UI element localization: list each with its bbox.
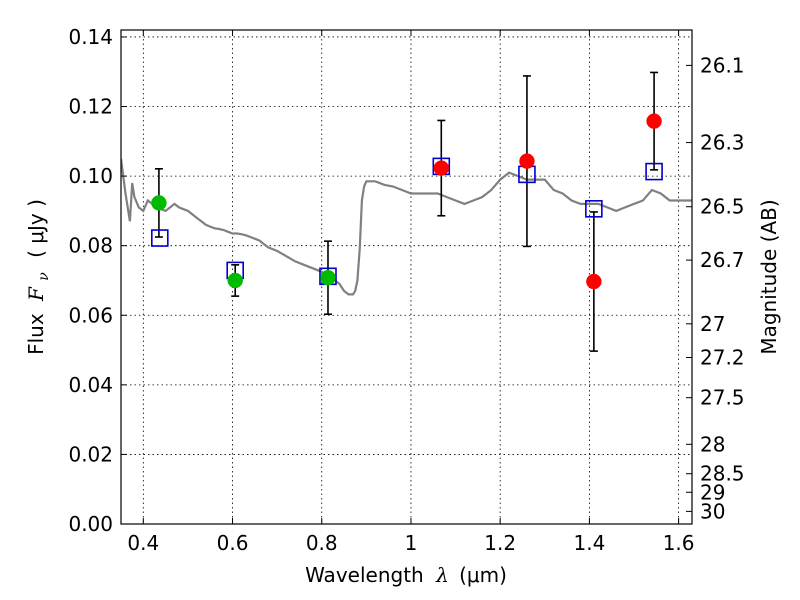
data-point [646,113,662,129]
y2-tick-label: 27.2 [700,345,745,369]
y2-tick-label: 26.5 [700,195,745,219]
model-spectrum-line [121,158,692,296]
y-tick-label: 0.08 [68,234,113,258]
y-tick-label: 0.00 [68,512,113,536]
x-tick-label: 0.8 [306,531,338,555]
y2-tick-label: 26.7 [700,248,745,272]
model-square-point [151,229,169,247]
x-tick-label: 0.4 [127,531,159,555]
y2-axis-label: Magnitude (AB) [757,199,781,354]
data-point [320,269,336,286]
y2-tick-label: 27 [700,312,725,336]
y2-tick-label: 28 [700,432,725,456]
y2-tick-label: 28.5 [700,462,745,486]
x-axis-label: Wavelength λ (μm) [305,563,507,587]
y2-tick-label: 29 [700,480,725,504]
plot-frame [120,29,693,525]
y-axis-unit: ( μJy ) [24,199,48,258]
data-point [519,153,535,169]
model-square-point [645,162,663,181]
data-point [227,272,243,289]
tick-labels: 0.4 0.6 0.8 1 1.2 1.4 1.6 0.00 0.02 0.04 0.06 0.08 0… [68,25,744,555]
data-point [151,195,167,211]
y-tick-label: 0.10 [68,164,113,188]
x-axis-symbol: λ [435,563,449,587]
y2-tick-label: 26.3 [700,131,745,155]
x-axis-label-text: Wavelength [305,563,424,587]
y-axis-symbol: F [24,286,48,302]
y2-tick-label: 27.5 [700,386,745,410]
y-tick-label: 0.04 [68,373,113,397]
y-tick-label: 0.12 [68,95,113,119]
axis-ticks [121,30,692,525]
y2-tick-label: 30 [700,499,725,523]
x-tick-label: 1 [405,531,418,555]
x-tick-label: 1.4 [573,531,605,555]
y-axis-label-text: Flux [24,313,48,355]
x-tick-label: 1.2 [484,531,516,555]
data-markers [151,113,663,290]
x-tick-label: 1.6 [663,531,695,555]
model-square-point [585,200,603,218]
x-axis-unit: (μm) [459,563,507,587]
y-tick-label: 0.06 [68,303,113,327]
y-tick-label: 0.02 [68,442,113,466]
x-tick-label: 0.6 [217,531,249,555]
model-spectrum [121,158,692,296]
y-axis-subscript: ν [36,272,52,281]
y-tick-label: 0.14 [68,25,113,49]
data-point [433,160,450,176]
data-point [586,273,602,290]
plot-background [121,30,692,524]
y-axis-label: Flux F ν ( μJy ) [24,199,53,355]
y2-tick-label: 26.1 [700,53,745,77]
